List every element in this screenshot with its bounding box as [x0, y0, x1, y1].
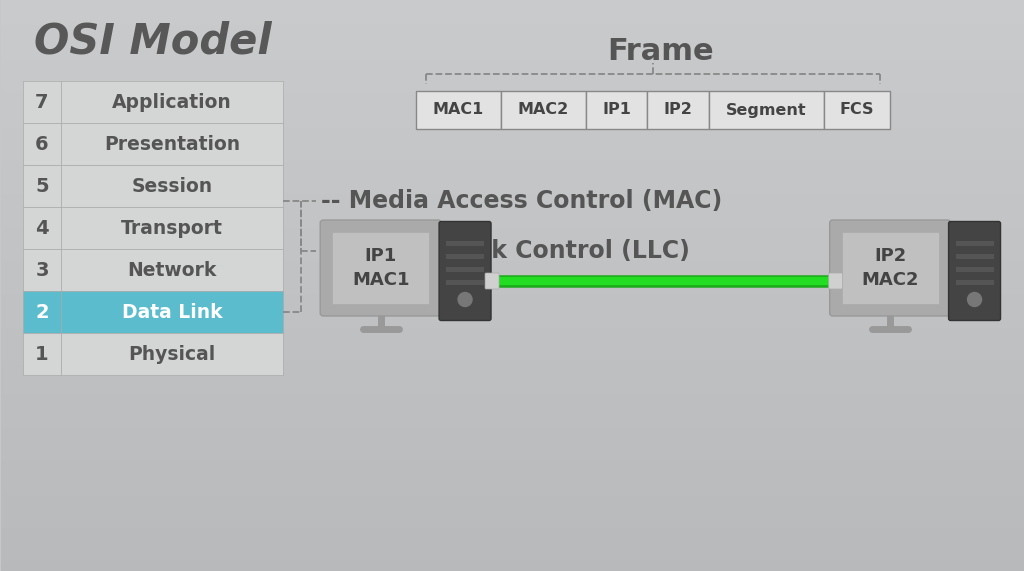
FancyBboxPatch shape [446, 280, 484, 286]
Text: 5: 5 [35, 176, 49, 195]
Text: IP1
MAC1: IP1 MAC1 [352, 247, 410, 289]
Text: 2: 2 [35, 303, 49, 321]
FancyBboxPatch shape [829, 220, 950, 316]
FancyBboxPatch shape [321, 220, 441, 316]
FancyBboxPatch shape [446, 242, 484, 246]
FancyBboxPatch shape [709, 91, 823, 129]
FancyBboxPatch shape [416, 91, 501, 129]
FancyBboxPatch shape [485, 273, 499, 289]
FancyBboxPatch shape [948, 222, 1000, 320]
Text: IP1: IP1 [602, 103, 631, 118]
FancyBboxPatch shape [23, 333, 61, 375]
Text: OSI Model: OSI Model [34, 20, 271, 62]
Text: -- Media Access Control (MAC): -- Media Access Control (MAC) [321, 189, 722, 213]
Text: MAC1: MAC1 [432, 103, 483, 118]
FancyBboxPatch shape [23, 249, 61, 291]
Text: Network: Network [127, 260, 216, 279]
FancyBboxPatch shape [955, 254, 993, 259]
FancyBboxPatch shape [23, 81, 61, 123]
Text: Frame: Frame [607, 37, 714, 66]
FancyBboxPatch shape [586, 91, 647, 129]
FancyBboxPatch shape [439, 222, 492, 320]
Text: 7: 7 [35, 93, 49, 111]
Text: -- Logical Link Control (LLC): -- Logical Link Control (LLC) [321, 239, 689, 263]
FancyBboxPatch shape [955, 280, 993, 286]
Text: MAC2: MAC2 [518, 103, 569, 118]
FancyBboxPatch shape [842, 232, 939, 304]
FancyBboxPatch shape [23, 291, 61, 333]
FancyBboxPatch shape [446, 267, 484, 272]
FancyBboxPatch shape [23, 207, 61, 249]
Text: Transport: Transport [121, 219, 223, 238]
FancyBboxPatch shape [446, 254, 484, 259]
Text: 4: 4 [35, 219, 49, 238]
Text: Session: Session [131, 176, 212, 195]
Text: IP2
MAC2: IP2 MAC2 [861, 247, 919, 289]
Circle shape [968, 292, 982, 307]
FancyBboxPatch shape [23, 165, 61, 207]
Text: FCS: FCS [840, 103, 874, 118]
FancyBboxPatch shape [61, 81, 283, 123]
Text: Application: Application [112, 93, 231, 111]
FancyBboxPatch shape [61, 249, 283, 291]
Text: Physical: Physical [128, 344, 215, 364]
Text: 6: 6 [35, 135, 49, 154]
FancyBboxPatch shape [61, 333, 283, 375]
Text: Data Link: Data Link [122, 303, 222, 321]
Text: 3: 3 [35, 260, 49, 279]
FancyBboxPatch shape [647, 91, 709, 129]
Text: 1: 1 [35, 344, 49, 364]
FancyBboxPatch shape [501, 91, 586, 129]
FancyBboxPatch shape [23, 123, 61, 165]
FancyBboxPatch shape [61, 165, 283, 207]
Text: Presentation: Presentation [103, 135, 240, 154]
FancyBboxPatch shape [955, 267, 993, 272]
FancyBboxPatch shape [955, 242, 993, 246]
FancyBboxPatch shape [823, 91, 890, 129]
FancyBboxPatch shape [61, 291, 283, 333]
Circle shape [458, 292, 472, 307]
FancyBboxPatch shape [828, 273, 843, 289]
FancyBboxPatch shape [61, 123, 283, 165]
FancyBboxPatch shape [332, 232, 429, 304]
FancyBboxPatch shape [61, 207, 283, 249]
Text: Segment: Segment [726, 103, 807, 118]
Text: IP2: IP2 [664, 103, 692, 118]
